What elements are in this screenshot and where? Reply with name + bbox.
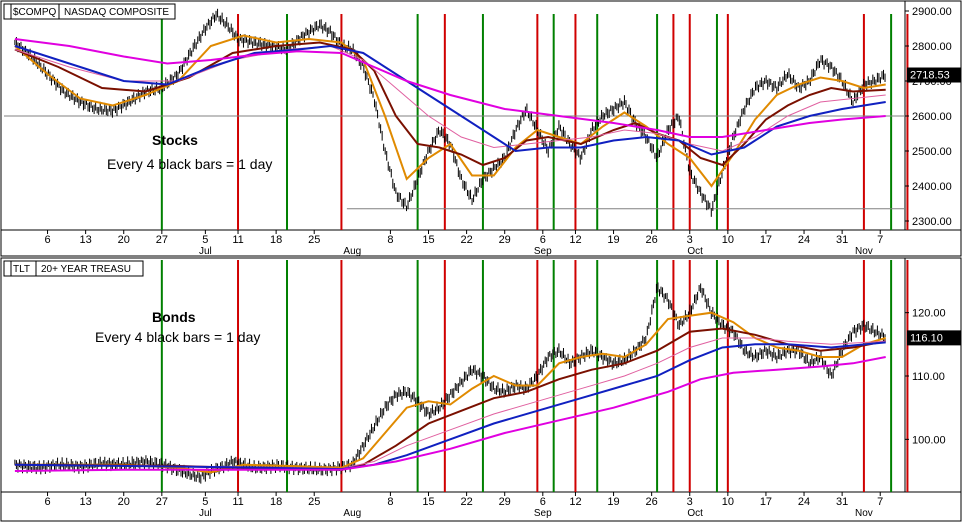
stocks-signal-markers: [160, 14, 909, 230]
bonds-y-ticks: 100.00 110.00 120.00: [905, 308, 946, 446]
x-tick-label: 7: [877, 496, 883, 508]
x-tick-label: 5: [202, 496, 208, 508]
x-tick-label: 13: [80, 496, 92, 508]
x-tick-label: 18: [270, 234, 282, 246]
stocks-x-ticks: 6 13 20 27 5 11 18 25 8 15 22 29 6 12 19 26 3 10 17 24 31 7 Ju…: [44, 230, 883, 257]
bonds-signal-markers: [160, 260, 909, 492]
stocks-y-ticks: 2300.002400.002500.002600.002700.002800.…: [905, 6, 952, 228]
stocks-legend[interactable]: $COMPQ NASDAQ COMPOSITE: [3, 3, 176, 20]
x-tick-label: 12: [569, 234, 581, 246]
x-tick-label: 25: [308, 234, 320, 246]
bonds-last-price: 116.10: [910, 332, 943, 344]
bonds-last-price-badge: 116.10: [907, 330, 961, 346]
stocks-legend-label: NASDAQ COMPOSITE: [64, 7, 169, 18]
bonds-plot: [14, 282, 886, 484]
bonds-date-axis: [0, 491, 962, 522]
x-tick-label: 31: [836, 234, 848, 246]
x-tick-label: 27: [156, 234, 168, 246]
x-tick-label: 19: [607, 234, 619, 246]
stocks-date-axis: [0, 229, 962, 257]
x-tick-label: 17: [760, 234, 772, 246]
x-tick-label: 17: [760, 496, 772, 508]
month-label: Sep: [534, 508, 552, 519]
x-tick-label: 6: [540, 234, 546, 246]
month-label: Jul: [199, 246, 212, 257]
bonds-subtitle: Every 4 black bars = 1 day: [95, 329, 260, 345]
x-tick-label: 3: [687, 234, 693, 246]
y-tick-label: 2600.00: [912, 111, 952, 123]
x-tick-label: 6: [44, 234, 50, 246]
bonds-legend[interactable]: TLT 20+ YEAR TREASU: [3, 260, 144, 277]
y-tick-label: 2800.00: [912, 41, 952, 53]
x-tick-label: 26: [646, 496, 658, 508]
y-tick-label: 2300.00: [912, 216, 952, 228]
x-tick-label: 26: [646, 234, 658, 246]
y-tick-label: 120.00: [912, 308, 946, 320]
x-tick-label: 29: [499, 496, 511, 508]
month-label: Oct: [687, 508, 703, 519]
x-tick-label: 6: [44, 496, 50, 508]
x-tick-label: 19: [607, 496, 619, 508]
x-tick-label: 11: [232, 496, 243, 508]
stocks-grid: [4, 115, 904, 210]
stocks-price-axis: [904, 0, 962, 231]
y-tick-label: 2400.00: [912, 181, 952, 193]
y-tick-label: 110.00: [912, 371, 945, 383]
x-tick-label: 8: [387, 234, 393, 246]
stocks-last-price-badge: 2718.53: [907, 67, 961, 83]
bonds-title: Bonds: [152, 309, 196, 325]
bonds-price-axis: [904, 257, 962, 493]
y-tick-label: 100.00: [912, 434, 946, 446]
x-tick-label: 18: [270, 496, 282, 508]
x-tick-label: 20: [118, 234, 130, 246]
ma-brown-line: [14, 41, 886, 167]
x-tick-label: 15: [422, 496, 434, 508]
y-tick-label: 2900.00: [912, 6, 952, 18]
x-tick-label: 25: [308, 496, 320, 508]
stocks-last-price: 2718.53: [910, 70, 950, 82]
x-tick-label: 24: [798, 234, 810, 246]
ma-pink-thin-line: [14, 337, 886, 470]
stocks-title: Stocks: [152, 132, 198, 148]
bonds-x-ticks: 6 13 20 27 5 11 18 25 8 15 22 29 6 12 19 26 3 10 17 24 31 7 Ju…: [44, 492, 883, 519]
x-tick-label: 10: [722, 234, 734, 246]
month-label: Nov: [855, 246, 873, 257]
ma-fast-orange-line: [14, 34, 886, 188]
month-label: Aug: [343, 246, 361, 257]
ma-fast-orange-line: [14, 311, 886, 474]
bonds-symbol: TLT: [13, 264, 30, 275]
month-label: Oct: [687, 246, 703, 257]
month-label: Sep: [534, 246, 552, 257]
x-tick-label: 12: [569, 496, 581, 508]
ma-magenta-line: [14, 356, 886, 472]
x-tick-label: 7: [877, 234, 883, 246]
x-tick-label: 31: [836, 496, 848, 508]
x-tick-label: 22: [460, 496, 472, 508]
x-tick-label: 29: [499, 234, 511, 246]
x-tick-label: 8: [387, 496, 393, 508]
month-label: Jul: [199, 508, 212, 519]
stocks-symbol: $COMPQ: [13, 7, 57, 18]
x-tick-label: 15: [422, 234, 434, 246]
x-tick-label: 24: [798, 496, 810, 508]
x-tick-label: 5: [202, 234, 208, 246]
month-label: Nov: [855, 508, 873, 519]
stocks-plot: [14, 8, 886, 217]
x-tick-label: 3: [687, 496, 693, 508]
month-label: Aug: [343, 508, 361, 519]
x-tick-label: 10: [722, 496, 734, 508]
x-tick-label: 27: [156, 496, 168, 508]
stocks-subtitle: Every 4 black bars = 1 day: [107, 156, 272, 172]
x-tick-label: 20: [118, 496, 130, 508]
bonds-legend-label: 20+ YEAR TREASU: [41, 264, 131, 275]
x-tick-label: 22: [460, 234, 472, 246]
bonds-panel: [0, 257, 906, 493]
x-tick-label: 11: [232, 234, 243, 246]
x-tick-label: 6: [540, 496, 546, 508]
x-tick-label: 13: [80, 234, 92, 246]
ma-magenta-line: [14, 38, 886, 138]
y-tick-label: 2500.00: [912, 146, 952, 158]
